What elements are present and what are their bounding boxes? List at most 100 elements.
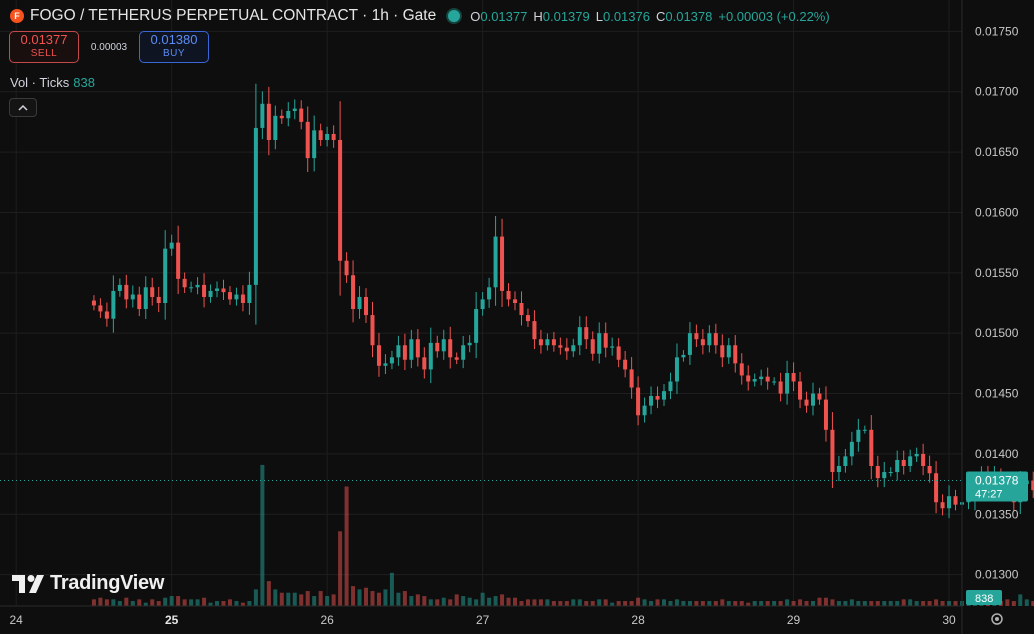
candle bbox=[318, 123, 323, 146]
candle-body bbox=[908, 456, 913, 467]
candle-body bbox=[364, 296, 369, 316]
volume-bar bbox=[182, 599, 187, 606]
candle bbox=[169, 234, 174, 256]
candle bbox=[454, 352, 459, 365]
volume-bar bbox=[344, 486, 349, 606]
candle bbox=[713, 323, 718, 354]
candle-body bbox=[325, 133, 330, 140]
time-tick-label: 26 bbox=[320, 613, 334, 627]
candle bbox=[351, 260, 356, 323]
symbol-title[interactable]: FOGO / TETHERUS PERPETUAL CONTRACT · 1h … bbox=[30, 7, 437, 24]
candle-body bbox=[759, 376, 764, 380]
volume-bar bbox=[558, 601, 563, 606]
volume-bar bbox=[733, 601, 738, 606]
candle-body bbox=[279, 115, 284, 119]
candle-body bbox=[227, 292, 232, 300]
candle bbox=[124, 274, 129, 309]
time-tick-label: 28 bbox=[631, 613, 645, 627]
volume-bar bbox=[927, 601, 932, 606]
volume-bar bbox=[947, 601, 952, 606]
last-volume-label-bg bbox=[966, 590, 1002, 605]
candle-body bbox=[914, 453, 919, 457]
collapse-legend-button[interactable] bbox=[9, 98, 37, 117]
volume-bar bbox=[921, 601, 926, 606]
candle-body bbox=[169, 242, 174, 249]
candle-body bbox=[208, 290, 213, 297]
candle bbox=[111, 275, 116, 333]
volume-bar bbox=[791, 601, 796, 606]
volume-bar bbox=[519, 601, 524, 606]
candle-body bbox=[435, 342, 440, 352]
volume-bar bbox=[247, 601, 252, 606]
volume-bar bbox=[163, 597, 168, 606]
candle-body bbox=[117, 284, 122, 291]
volume-bar bbox=[759, 601, 764, 606]
candle-body bbox=[843, 456, 848, 467]
candle-body bbox=[338, 139, 343, 261]
candle bbox=[227, 286, 232, 305]
time-tick-label: 29 bbox=[787, 613, 801, 627]
candle bbox=[137, 286, 142, 317]
volume-bar bbox=[649, 601, 654, 606]
candle-body bbox=[104, 311, 109, 319]
candle-body bbox=[564, 347, 569, 352]
volume-legend[interactable]: Vol · Ticks 838 bbox=[10, 75, 95, 90]
candle bbox=[810, 382, 816, 416]
volume-bar bbox=[389, 572, 394, 606]
volume-bar bbox=[804, 601, 809, 606]
buy-button[interactable]: 0.01380 BUY bbox=[139, 31, 209, 63]
candle-body bbox=[726, 345, 731, 358]
volume-bar bbox=[862, 601, 867, 606]
volume-bar bbox=[480, 592, 485, 606]
candle bbox=[532, 310, 537, 350]
volume-bar bbox=[629, 601, 634, 606]
candle bbox=[299, 100, 304, 130]
volume-bar bbox=[1024, 599, 1029, 606]
candle bbox=[947, 485, 952, 519]
candle-body bbox=[577, 327, 582, 346]
volume-bar bbox=[169, 596, 174, 606]
candle-body bbox=[143, 287, 148, 310]
candle-body bbox=[409, 339, 414, 360]
candle-body bbox=[215, 288, 220, 291]
volume-bar bbox=[681, 601, 686, 606]
candle bbox=[726, 338, 731, 364]
candle-body bbox=[694, 333, 699, 340]
candle bbox=[629, 357, 634, 399]
candle bbox=[694, 324, 699, 347]
candle-body bbox=[299, 108, 304, 122]
chart-settings-button[interactable] bbox=[990, 612, 1004, 629]
candle-body bbox=[467, 342, 472, 346]
volume-bar bbox=[1031, 601, 1034, 606]
candle-body bbox=[603, 333, 608, 348]
candle-body bbox=[357, 296, 362, 310]
candle bbox=[156, 286, 161, 313]
candle-body bbox=[616, 346, 621, 360]
volume-bar bbox=[817, 597, 822, 606]
volume-bar bbox=[571, 599, 576, 606]
tradingview-logo[interactable]: TradingView bbox=[12, 572, 164, 595]
candle-body bbox=[720, 345, 725, 358]
candle-body bbox=[752, 379, 757, 382]
volume-legend-label: Vol · Ticks bbox=[10, 75, 70, 90]
candle bbox=[603, 322, 608, 358]
volume-bar bbox=[357, 589, 362, 606]
candle bbox=[791, 362, 796, 392]
candle bbox=[409, 329, 414, 369]
candle bbox=[921, 443, 926, 476]
volume-bar bbox=[448, 599, 453, 606]
candle bbox=[506, 283, 511, 307]
sell-price: 0.01377 bbox=[20, 32, 68, 47]
candle bbox=[325, 126, 330, 147]
volume-bar bbox=[176, 596, 181, 606]
volume-bar bbox=[409, 596, 414, 606]
candle bbox=[435, 335, 440, 358]
price-change: +0.00003 (+0.22%) bbox=[718, 8, 830, 24]
sell-button[interactable]: 0.01377 SELL bbox=[9, 31, 79, 63]
candle bbox=[221, 279, 226, 301]
tradingview-logo-icon bbox=[12, 574, 44, 593]
candle-body bbox=[947, 496, 952, 509]
candle bbox=[746, 365, 751, 391]
candle bbox=[869, 415, 874, 480]
